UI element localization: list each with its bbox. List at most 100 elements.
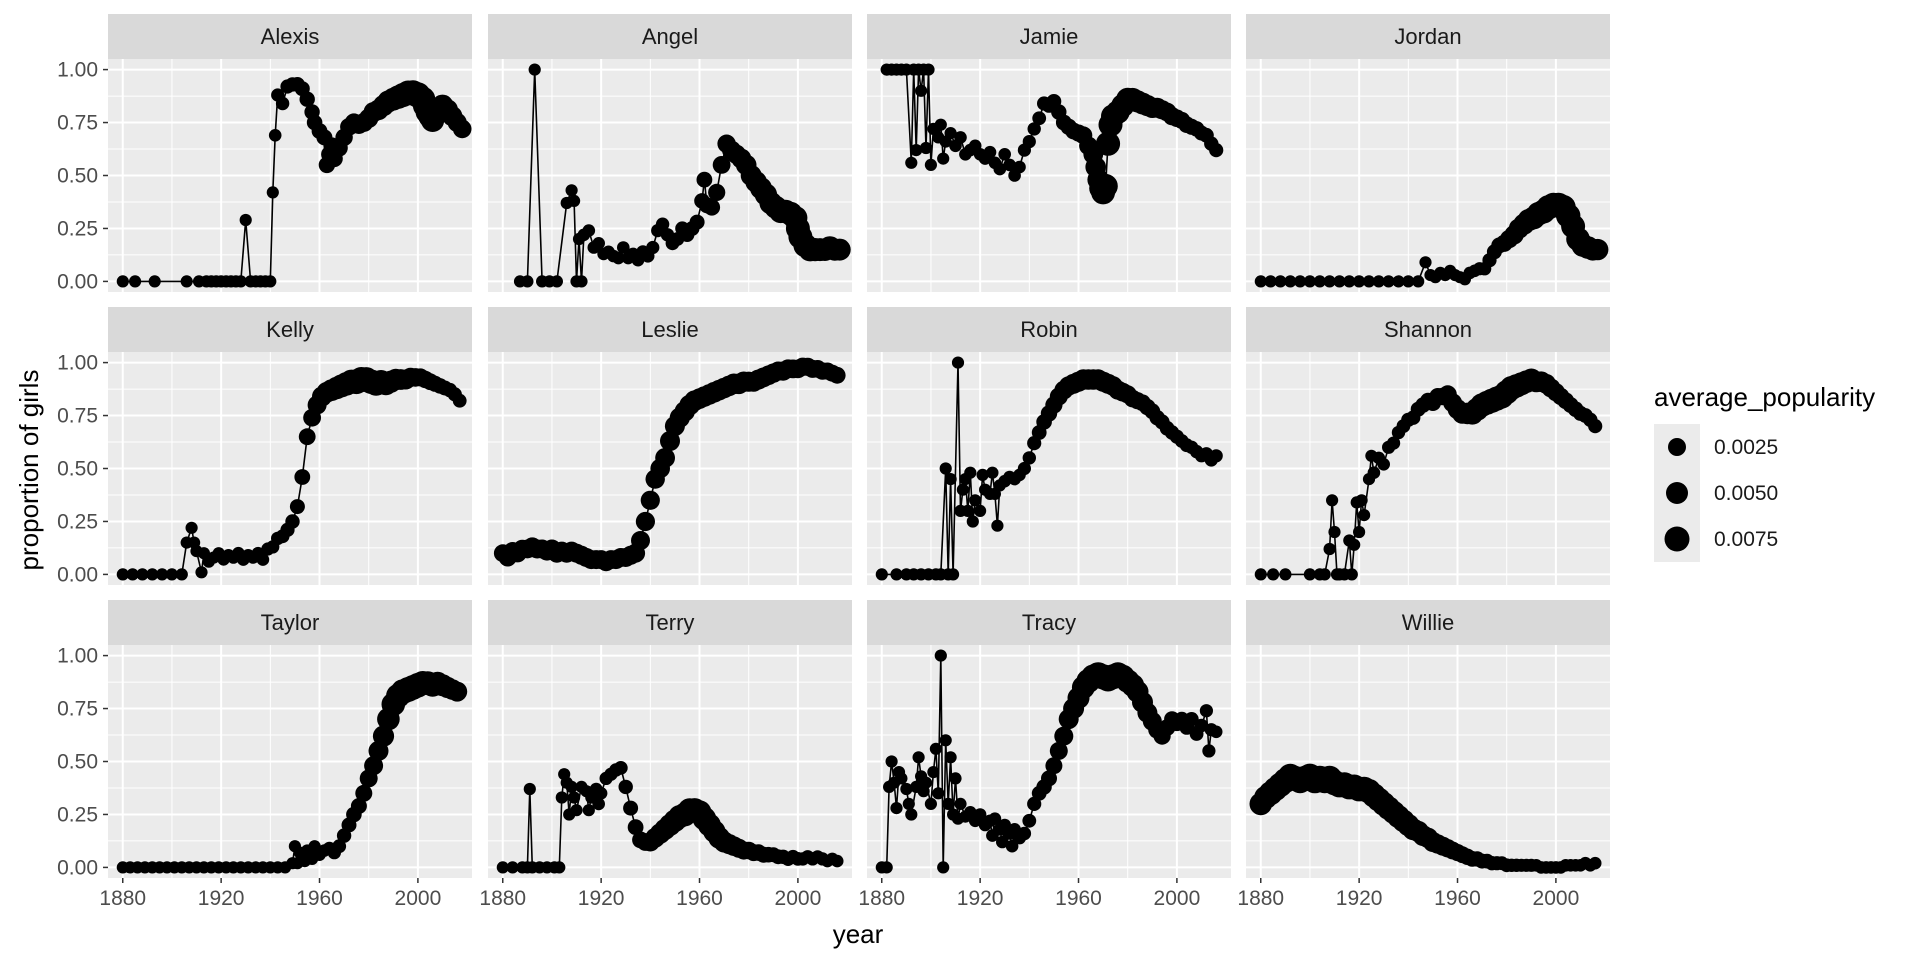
- y-tick-label: 1.00: [57, 352, 98, 375]
- facet-strip: [488, 307, 852, 352]
- data-point: [627, 819, 644, 836]
- data-point: [640, 490, 660, 510]
- y-tick-label: 0.25: [57, 803, 98, 826]
- x-tick-label: 1960: [1434, 887, 1481, 910]
- data-point: [136, 568, 149, 581]
- facet-panel-jordan: Jordan: [1246, 14, 1610, 292]
- data-point: [949, 772, 962, 785]
- data-point: [1318, 568, 1331, 581]
- facet-panel-taylor: Taylor 0.00 0.25 0.50 0.75 1.00 1880 1920 1960 20…: [57, 600, 472, 910]
- data-point: [944, 751, 957, 764]
- data-point: [332, 839, 347, 854]
- x-tick-label: 1960: [676, 887, 723, 910]
- data-point: [1372, 275, 1385, 288]
- data-point: [1392, 275, 1405, 288]
- legend-label: 0.0025: [1714, 436, 1778, 459]
- data-point: [268, 129, 282, 142]
- data-point: [934, 649, 947, 662]
- data-point: [116, 275, 129, 288]
- facet-strip: [867, 600, 1231, 645]
- data-point: [942, 797, 955, 811]
- facet-panel-terry: Terry 1880 1920 1960 2000: [479, 600, 852, 910]
- data-point: [900, 782, 913, 796]
- data-point: [983, 145, 997, 159]
- data-point: [618, 779, 633, 795]
- data-point: [1013, 160, 1026, 174]
- facet-strip: [1246, 600, 1610, 645]
- facet-strip: [108, 14, 472, 59]
- facet-strip-label: Alexis: [261, 24, 320, 49]
- legend-title: average_popularity: [1654, 382, 1875, 412]
- data-point: [961, 504, 974, 517]
- data-point: [1003, 158, 1016, 172]
- data-point: [929, 742, 943, 755]
- y-tick-label: 0.75: [57, 698, 98, 721]
- data-point: [902, 797, 915, 811]
- data-point: [1022, 451, 1036, 465]
- data-point: [256, 553, 270, 566]
- data-point: [1005, 839, 1019, 853]
- data-point: [447, 681, 468, 702]
- x-tick-label: 1920: [578, 887, 625, 910]
- x-tick-label: 1880: [858, 887, 905, 910]
- data-point: [1353, 275, 1366, 288]
- data-point: [988, 812, 1002, 825]
- legend-label: 0.0075: [1714, 528, 1778, 551]
- data-point: [932, 787, 945, 800]
- data-point: [1209, 725, 1223, 739]
- data-point: [1353, 525, 1366, 539]
- data-point: [956, 483, 970, 496]
- facet-strip: [488, 14, 852, 59]
- data-point: [1343, 275, 1356, 288]
- data-point: [927, 766, 940, 779]
- data-point: [905, 808, 918, 821]
- data-point: [939, 734, 952, 747]
- data-point: [570, 804, 583, 817]
- data-point: [613, 761, 628, 775]
- data-point: [1017, 826, 1032, 841]
- facet-strip-label: Shannon: [1384, 317, 1472, 342]
- data-point: [126, 568, 139, 581]
- data-point: [974, 504, 987, 517]
- data-point: [1267, 568, 1280, 581]
- data-point: [912, 751, 925, 764]
- facet-panel-kelly: Kelly 0.00 0.25 0.50 0.75 1.00: [57, 307, 472, 586]
- data-point: [991, 519, 1004, 532]
- x-tick-label: 1880: [479, 887, 526, 910]
- data-point: [565, 780, 578, 794]
- data-point: [1362, 275, 1376, 288]
- facet-strip-label: Kelly: [266, 317, 314, 342]
- x-tick-label: 1880: [1237, 887, 1284, 910]
- x-tick-label: 1880: [99, 887, 146, 910]
- data-point: [1049, 741, 1068, 760]
- data-point: [298, 428, 316, 446]
- data-point: [1264, 275, 1277, 288]
- data-point: [294, 469, 311, 485]
- facet-panel-robin: Robin: [867, 307, 1231, 585]
- data-point: [924, 158, 938, 171]
- data-point: [234, 275, 247, 288]
- data-point: [1032, 111, 1047, 126]
- data-point: [915, 84, 928, 97]
- data-point: [890, 802, 903, 815]
- data-point: [969, 494, 982, 507]
- data-point: [919, 141, 933, 155]
- data-point: [1209, 143, 1224, 158]
- data-point: [175, 568, 188, 581]
- data-point: [528, 63, 541, 76]
- data-point: [631, 531, 650, 550]
- data-point: [116, 568, 129, 581]
- y-axis-title: proportion of girls: [14, 370, 44, 571]
- data-point: [1022, 813, 1037, 828]
- data-point: [180, 275, 193, 288]
- facet-strip: [1246, 14, 1610, 59]
- data-point: [951, 356, 965, 369]
- y-tick-label: 0.50: [57, 751, 98, 774]
- data-point: [299, 91, 315, 107]
- data-point: [1387, 436, 1401, 450]
- x-tick-label: 2000: [395, 887, 442, 910]
- data-point: [239, 213, 252, 227]
- data-point: [1382, 275, 1395, 288]
- facet-strip: [108, 600, 472, 645]
- data-point: [712, 156, 731, 174]
